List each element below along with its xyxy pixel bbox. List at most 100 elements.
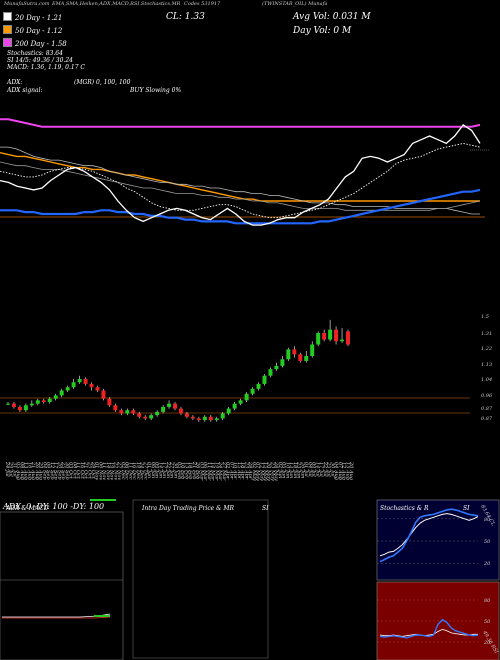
date-label: 26 Feb [195,461,201,479]
buy-signal: BUY Slowing 0% [130,87,182,94]
date-label: 18 Jun [292,462,298,478]
candle-up [286,349,291,360]
ma200-line [0,118,481,128]
date-label: 16 Oct [79,462,85,480]
price-axis-tick: 1.31 [481,331,492,337]
candle-up [280,359,285,366]
candle-down [178,408,183,414]
candle-up [77,379,82,383]
stochastics-title: Stochastics & R [380,505,429,512]
candle-up [59,390,64,396]
date-label: 01 Nov [94,462,100,480]
adx-panel-text: ADX: 0 -DY: 100 -DY: 100 [3,502,105,511]
symbol-name: (TWINSTAR_OIL) Munafa [262,1,328,7]
legend-200day: 200 Day - 1.58 [3,38,67,48]
date-label: 19 Dec [135,462,141,480]
intraday-title: Intra Day Trading Price & MR [142,505,235,512]
date-label: 19 Nov [109,462,115,480]
candle-up [250,388,255,394]
candle-down [107,398,112,406]
candle-down [89,383,94,388]
candle-up [149,415,154,419]
adx-label: ADX: [7,79,23,86]
price-line [0,124,481,226]
date-label: 29 Jul [8,461,14,477]
ma50-line [0,152,480,202]
candle-up [125,410,130,414]
candle-down [196,418,201,421]
stoch-axis-tick: 80 [484,517,491,523]
date-label: 02 Dec [120,462,126,480]
date-label: 15 Aug [344,462,350,480]
date-label: 07 Apr [228,462,234,480]
date-label: 04 Sep [41,462,47,480]
stoch-axis-tick: 20 [483,561,491,567]
day-volume: Day Vol: 0 M [293,26,352,36]
candle-up [304,356,309,361]
date-label: 01 Jul [303,462,309,477]
legend-200day-swatch [3,38,12,47]
candle-up [71,382,76,388]
candle-up [244,393,249,401]
date-label: 10 Jun [284,462,290,478]
legend-20day-swatch [3,12,12,21]
date-label: 24 Mar [217,461,223,481]
ema20-line [0,161,481,211]
date-label: 27 Mar [221,461,227,481]
candle-up [167,403,172,407]
date-label: 19 Mar [213,462,219,481]
date-label: 16 Dec [131,462,137,480]
date-label: 12 Aug [341,462,347,480]
candle-up [155,411,160,416]
date-label: 01 Jan [146,462,152,478]
date-label: 29 Aug [38,461,44,480]
candle-up [328,329,333,340]
si-value: SI 14/5: 49.36 / 30.24 [7,57,73,64]
candle-up [35,400,40,404]
date-label: 12 May [258,462,264,481]
avg-volume: Avg Vol: 0.031 M [293,12,371,22]
candle-up [220,413,225,419]
date-label: 09 Sep [45,462,51,480]
date-label: 21 Aug [30,461,36,480]
legend-20day: 20 Day - 1.21 [3,12,62,22]
date-label: 22 Jan [165,461,171,478]
rsi-line [379,618,479,639]
mgr-value: (MGR) 0, 100, 100 [74,79,131,86]
stoch-d-line [379,513,479,557]
date-label: 12 Sep [49,462,55,480]
date-label: 04 Jul [307,462,313,477]
date-label: 05 Aug [15,462,21,480]
legend-20day-label: 20 Day - 1.21 [15,14,63,22]
date-label: 14 Jul [314,462,320,477]
candle-up [274,365,279,370]
close-label: CL: 1.33 [166,12,205,22]
stoch-k-line [379,508,479,563]
legend-50day-swatch [3,25,12,34]
date-label: 23 May [270,461,276,481]
price-axis-tick: 1.04 [481,377,492,383]
candle-down [298,354,303,361]
date-label: 02 Jun [277,462,283,478]
date-label: 14 Nov [105,462,111,480]
date-label: 09 Jan [154,462,160,478]
ema-short-line [0,142,481,219]
candle-up [47,398,52,402]
date-label: 27 Nov [116,461,122,480]
date-label: 28 Apr [247,461,253,480]
date-label: 02 Apr [225,462,231,480]
stochastics-si: SI [463,505,470,512]
candle-up [161,406,166,412]
candle-up [268,369,273,376]
date-label: 22 Nov [112,461,118,480]
legend-50day: 50 Day - 1.12 [3,25,62,35]
date-label: 20 May [266,461,272,481]
candle-down [17,406,22,411]
date-label: 03 Mar [198,462,204,481]
date-label: 30 Jul [329,462,335,477]
moving-averages [0,118,490,226]
candle-down [137,413,142,417]
date-label: 27 Dec [142,461,148,480]
candle-up [310,344,315,356]
